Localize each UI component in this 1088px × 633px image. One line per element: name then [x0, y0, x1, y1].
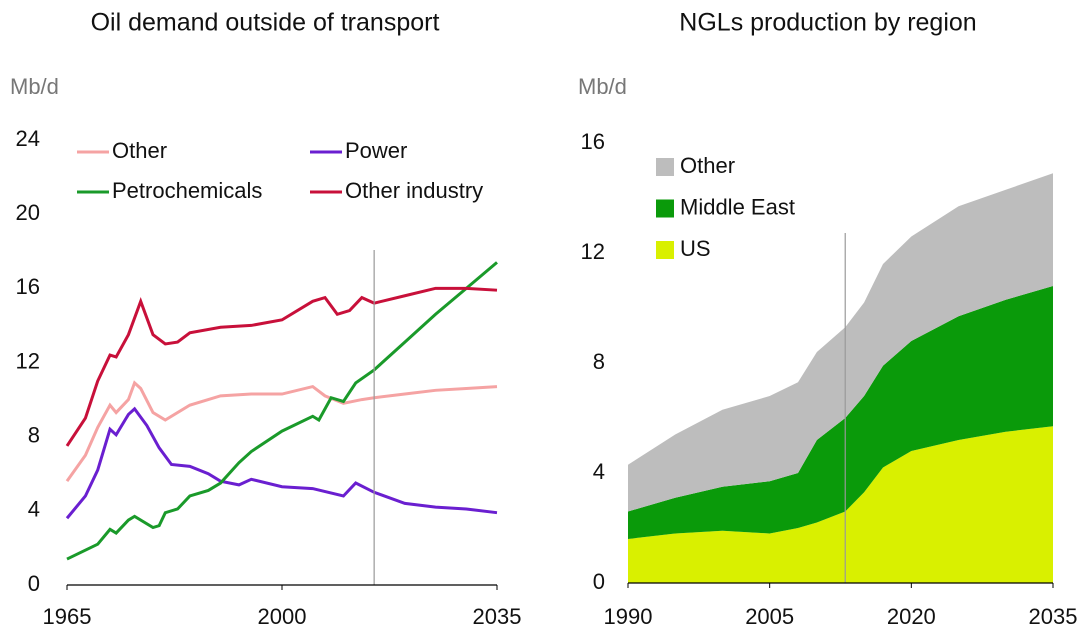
- y-tick-label: 4: [593, 459, 605, 484]
- x-tick-label: 2000: [258, 604, 307, 629]
- y-tick-label: 0: [593, 569, 605, 594]
- legend-label: Petrochemicals: [112, 178, 262, 203]
- chart-title: NGLs production by region: [679, 9, 976, 37]
- legend-label: Other industry: [345, 178, 483, 203]
- line-series: [66, 261, 498, 561]
- area-series: [628, 173, 1053, 512]
- legend-swatch: [656, 158, 674, 176]
- legend-swatch: [656, 241, 674, 259]
- y-tick-label: 16: [16, 274, 40, 299]
- x-tick-label: 2005: [745, 604, 794, 629]
- legend-label: Power: [345, 138, 407, 163]
- legend-label: US: [680, 236, 711, 261]
- y-tick-label: 20: [16, 200, 40, 225]
- y-tick-label: 8: [593, 349, 605, 374]
- y-tick-label: 24: [16, 126, 40, 151]
- y-tick-label: 4: [28, 497, 40, 522]
- legend-label: Other: [112, 138, 167, 163]
- line-series: [65, 406, 498, 520]
- chart-title: Oil demand outside of transport: [91, 9, 440, 37]
- x-tick-label: 2035: [473, 604, 522, 629]
- area-series: [628, 286, 1053, 539]
- area-series: [628, 426, 1053, 583]
- y-axis-unit: Mb/d: [10, 74, 59, 99]
- y-tick-label: 8: [28, 422, 40, 447]
- y-tick-label: 16: [581, 129, 605, 154]
- line-series: [65, 286, 498, 447]
- x-tick-label: 1965: [43, 604, 92, 629]
- legend-label: Middle East: [680, 194, 795, 219]
- line-series: [65, 380, 498, 483]
- x-tick-label: 2020: [887, 604, 936, 629]
- legend-label: Other: [680, 153, 735, 178]
- x-tick-label: 1990: [604, 604, 653, 629]
- x-tick-label: 2035: [1029, 604, 1078, 629]
- y-tick-label: 12: [581, 239, 605, 264]
- y-axis-unit: Mb/d: [578, 74, 627, 99]
- y-tick-label: 0: [28, 571, 40, 596]
- legend-swatch: [656, 199, 674, 218]
- y-tick-label: 12: [16, 348, 40, 373]
